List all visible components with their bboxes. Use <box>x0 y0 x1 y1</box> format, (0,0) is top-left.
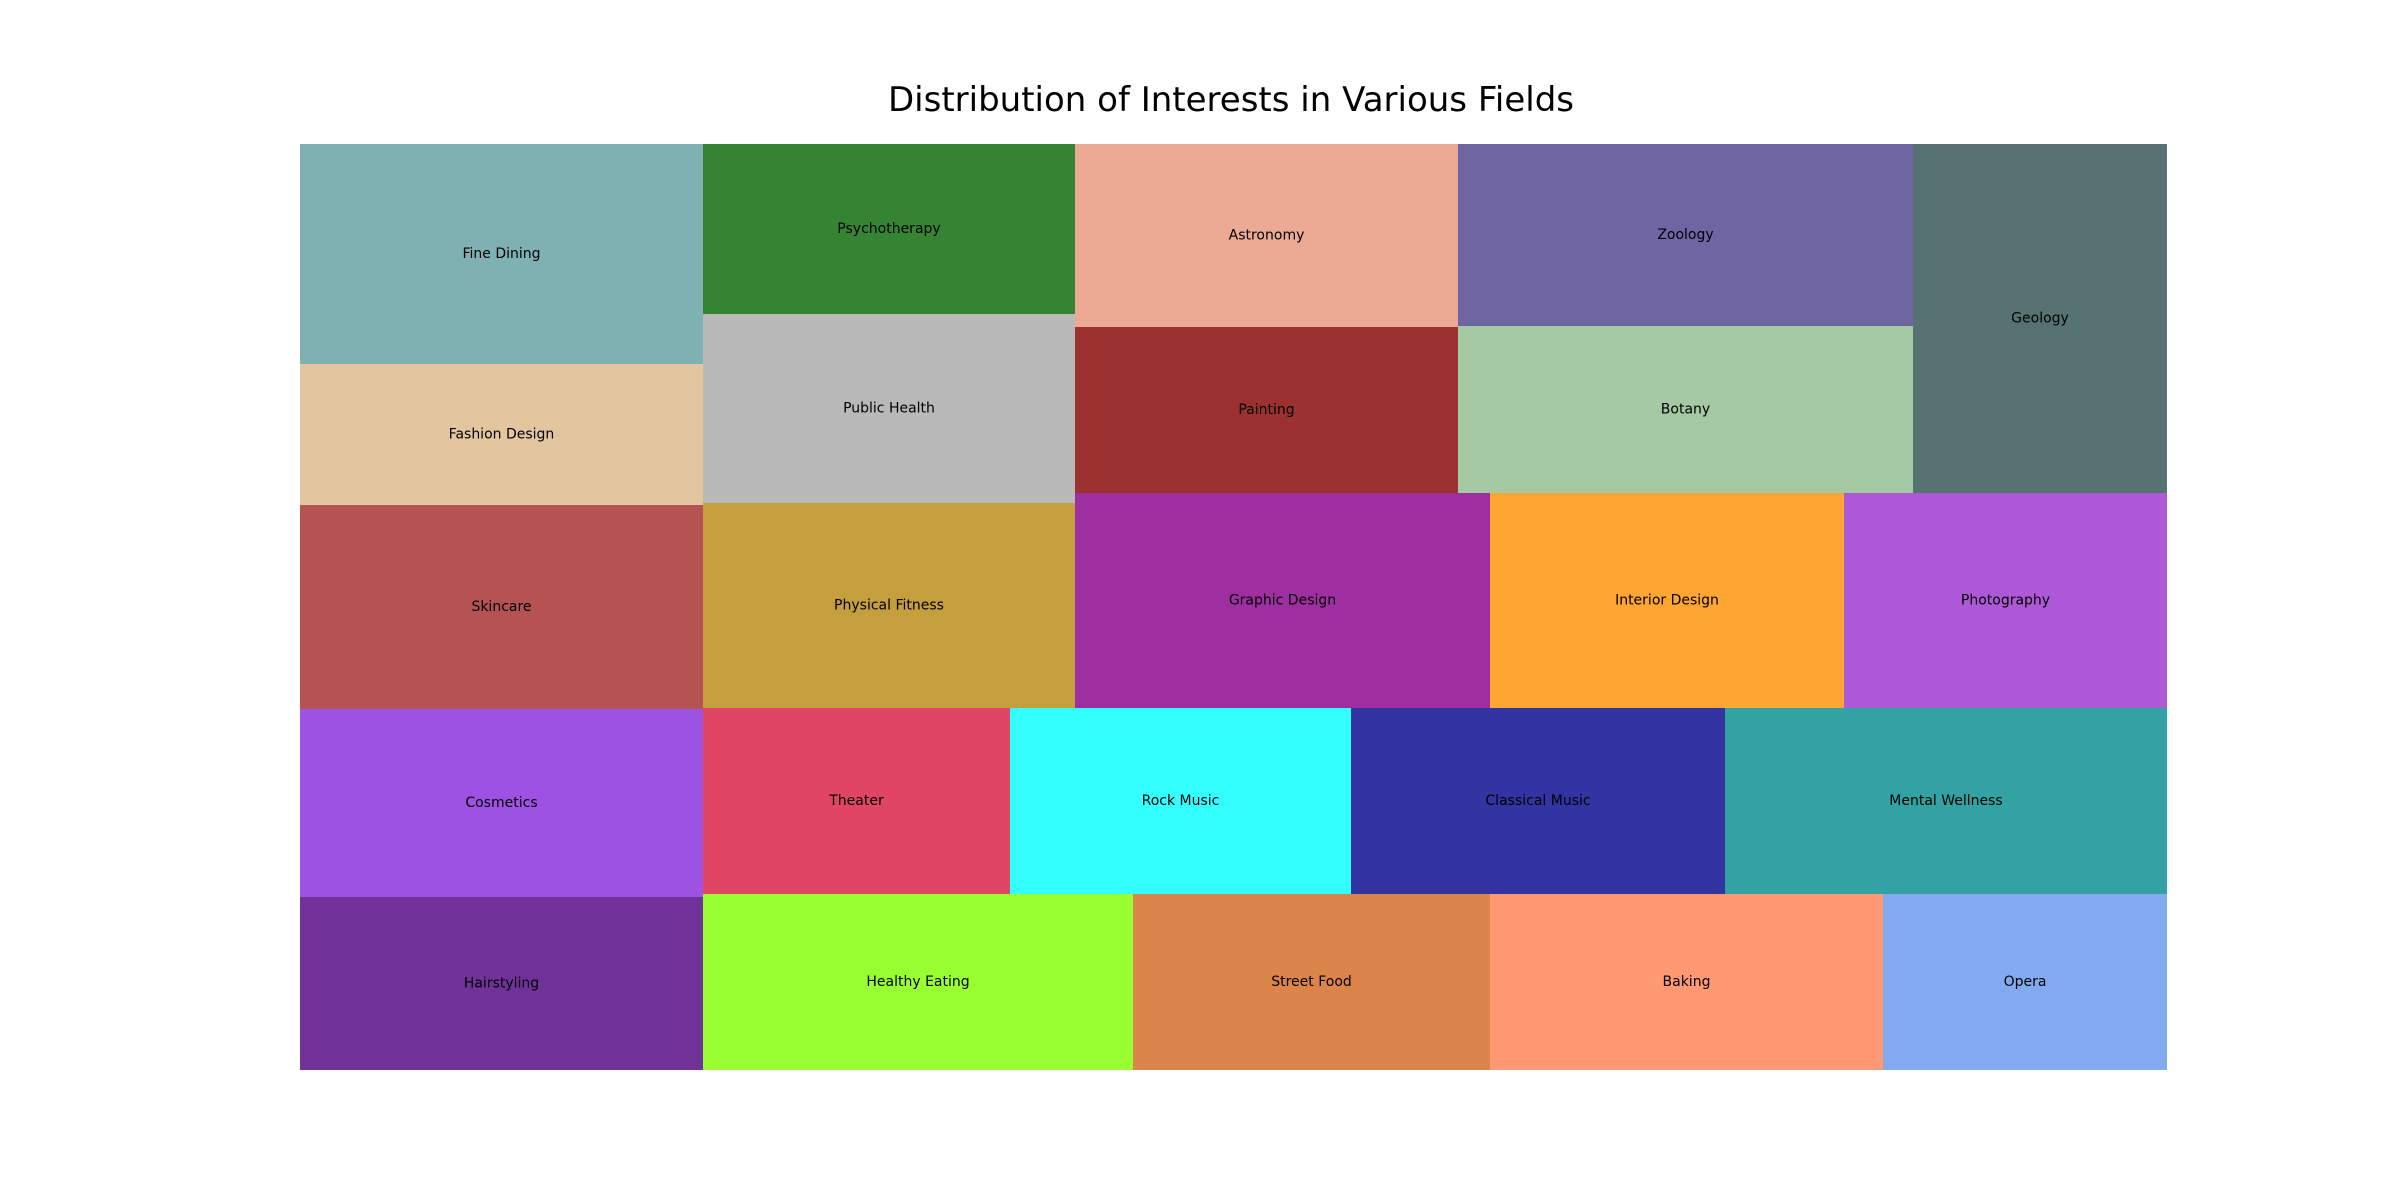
treemap-tile-painting: Painting <box>1075 327 1458 493</box>
treemap-tile-classical-music: Classical Music <box>1351 708 1725 894</box>
treemap-tile-theater: Theater <box>703 708 1010 894</box>
tile-rect-classical-music <box>1351 708 1725 894</box>
tile-rect-painting <box>1075 327 1458 493</box>
treemap-tile-street-food: Street Food <box>1133 894 1490 1070</box>
treemap-tile-hairstyling: Hairstyling <box>300 897 703 1070</box>
tile-label-interior-design: Interior Design <box>1615 593 1719 609</box>
treemap-tile-fashion-design: Fashion Design <box>300 364 703 505</box>
tile-label-public-health: Public Health <box>843 401 935 417</box>
tile-label-theater: Theater <box>828 793 884 809</box>
tile-rect-skincare <box>300 505 703 709</box>
chart-title: Distribution of Interests in Various Fie… <box>887 80 1575 120</box>
tile-label-healthy-eating: Healthy Eating <box>866 974 969 990</box>
tile-label-skincare: Skincare <box>471 599 531 615</box>
tile-rect-cosmetics <box>300 709 703 897</box>
tile-rect-botany <box>1458 326 1913 493</box>
treemap-tile-graphic-design: Graphic Design <box>1075 493 1490 708</box>
tile-label-botany: Botany <box>1661 402 1710 418</box>
treemap-tile-cosmetics: Cosmetics <box>300 709 703 897</box>
tile-rect-opera <box>1883 894 2167 1070</box>
treemap-tile-opera: Opera <box>1883 894 2167 1070</box>
tile-label-astronomy: Astronomy <box>1229 228 1305 244</box>
treemap-tile-public-health: Public Health <box>703 314 1075 503</box>
tile-rect-photography <box>1844 493 2167 708</box>
tile-rect-physical-fitness <box>703 503 1075 708</box>
tile-label-street-food: Street Food <box>1271 974 1352 990</box>
tile-label-mental-wellness: Mental Wellness <box>1889 793 2002 809</box>
tile-rect-graphic-design <box>1075 493 1490 708</box>
treemap-tile-physical-fitness: Physical Fitness <box>703 503 1075 708</box>
tile-label-baking: Baking <box>1663 974 1711 990</box>
tile-rect-public-health <box>703 314 1075 503</box>
treemap-tile-baking: Baking <box>1490 894 1883 1070</box>
treemap-tile-geology: Geology <box>1913 144 2167 493</box>
treemap-tile-healthy-eating: Healthy Eating <box>703 894 1133 1070</box>
tile-label-physical-fitness: Physical Fitness <box>834 598 944 614</box>
tile-label-photography: Photography <box>1961 593 2050 609</box>
tile-rect-mental-wellness <box>1725 708 2167 894</box>
treemap-tile-mental-wellness: Mental Wellness <box>1725 708 2167 894</box>
treemap-tile-rock-music: Rock Music <box>1010 708 1351 894</box>
tile-label-opera: Opera <box>2004 974 2047 990</box>
tile-label-painting: Painting <box>1238 402 1294 418</box>
tile-rect-healthy-eating <box>703 894 1133 1070</box>
tile-label-classical-music: Classical Music <box>1485 793 1590 809</box>
tile-label-geology: Geology <box>2011 311 2069 327</box>
treemap-tile-botany: Botany <box>1458 326 1913 493</box>
tile-label-rock-music: Rock Music <box>1142 793 1220 809</box>
tile-rect-zoology <box>1458 144 1913 326</box>
tile-rect-psychotherapy <box>703 144 1075 314</box>
tile-label-cosmetics: Cosmetics <box>465 795 537 811</box>
tile-rect-interior-design <box>1490 493 1844 708</box>
treemap-tile-skincare: Skincare <box>300 505 703 709</box>
treemap-tile-photography: Photography <box>1844 493 2167 708</box>
tile-label-psychotherapy: Psychotherapy <box>837 221 940 237</box>
tile-label-fashion-design: Fashion Design <box>449 427 555 443</box>
treemap-tile-interior-design: Interior Design <box>1490 493 1844 708</box>
tile-rect-rock-music <box>1010 708 1351 894</box>
tile-rect-baking <box>1490 894 1883 1070</box>
treemap-tile-psychotherapy: Psychotherapy <box>703 144 1075 314</box>
tile-rect-hairstyling <box>300 897 703 1070</box>
tile-rect-astronomy <box>1075 144 1458 327</box>
treemap-tile-zoology: Zoology <box>1458 144 1913 326</box>
tile-rect-geology <box>1913 144 2167 493</box>
tile-label-hairstyling: Hairstyling <box>464 976 539 992</box>
treemap-tile-astronomy: Astronomy <box>1075 144 1458 327</box>
tile-rect-fashion-design <box>300 364 703 505</box>
tile-rect-street-food <box>1133 894 1490 1070</box>
tile-label-fine-dining: Fine Dining <box>462 246 540 262</box>
treemap-tile-fine-dining: Fine Dining <box>300 144 703 364</box>
tile-label-graphic-design: Graphic Design <box>1229 593 1336 609</box>
tile-rect-fine-dining <box>300 144 703 364</box>
tile-label-zoology: Zoology <box>1657 227 1713 243</box>
tile-rect-theater <box>703 708 1010 894</box>
